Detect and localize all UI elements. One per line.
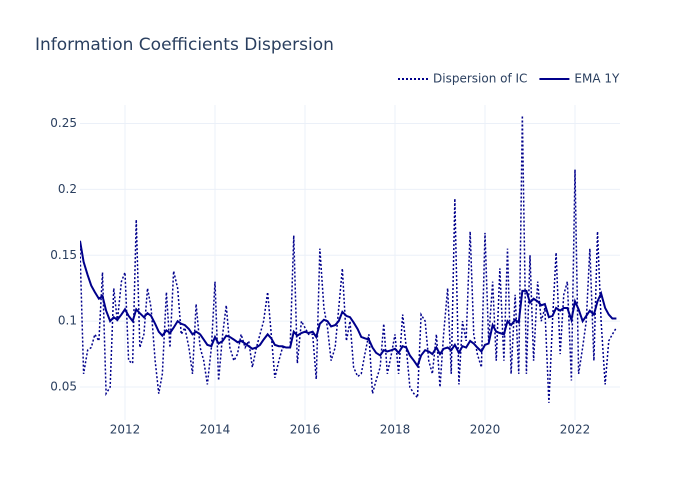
series-line: [80, 115, 618, 403]
legend-label: Dispersion of IC: [433, 72, 527, 86]
x-tick-label: 2018: [380, 423, 411, 437]
y-tick-label: 0.15: [50, 248, 77, 262]
legend-label: EMA 1Y: [574, 72, 620, 86]
x-tick-label: 2014: [200, 423, 231, 437]
legend-item: EMA 1Y: [539, 72, 620, 86]
series-line: [80, 240, 617, 369]
y-tick-label: 0.25: [50, 116, 77, 130]
chart-title: Information Coefficients Dispersion: [35, 35, 334, 55]
x-tick-label: 2022: [560, 423, 591, 437]
y-tick-label: 0.05: [50, 380, 77, 394]
x-tick-label: 2012: [110, 423, 141, 437]
x-tick-label: 2016: [290, 423, 321, 437]
x-tick-label: 2020: [470, 423, 501, 437]
y-tick-label: 0.2: [58, 182, 77, 196]
y-tick-label: 0.1: [58, 314, 77, 328]
legend-item: Dispersion of IC: [398, 72, 527, 86]
